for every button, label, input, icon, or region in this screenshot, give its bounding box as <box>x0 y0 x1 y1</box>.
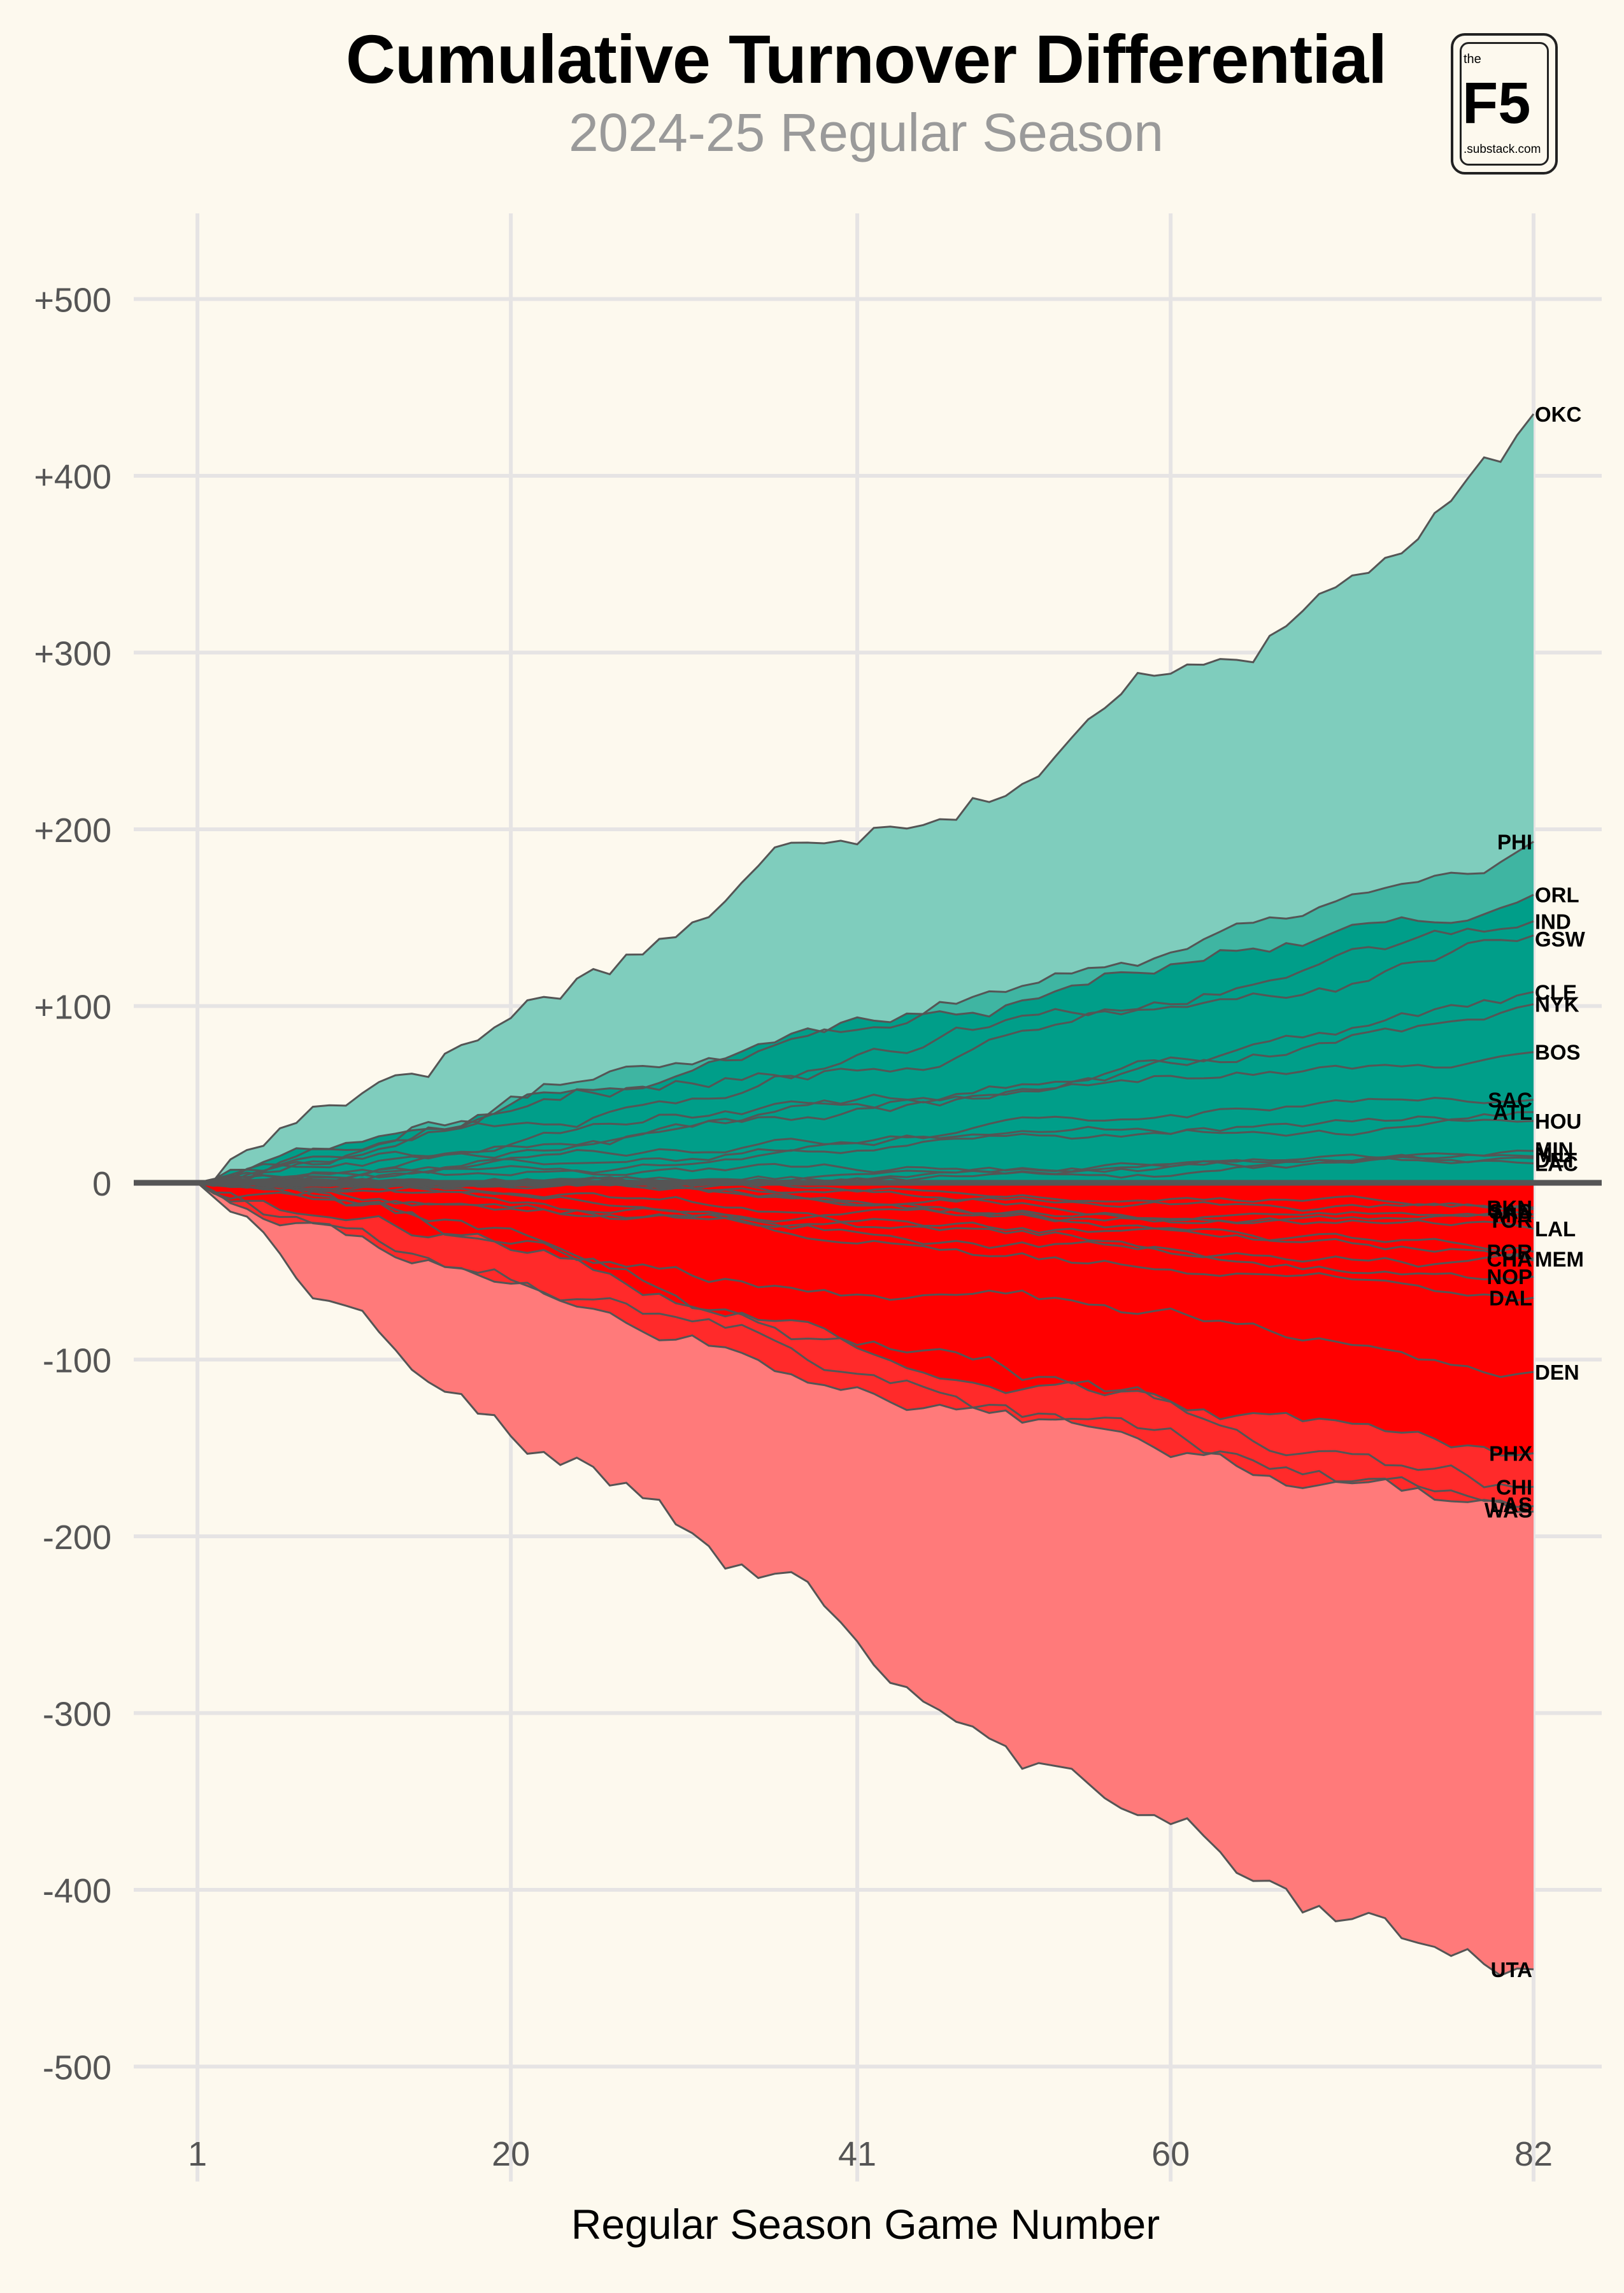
line-las <box>197 1182 1534 1508</box>
y-tick-label: +500 <box>34 282 111 320</box>
line-was <box>197 1182 1534 1513</box>
x-tick-label: 41 <box>838 2135 876 2173</box>
line-atl <box>197 1111 1534 1184</box>
area-bkn <box>197 1183 1534 1210</box>
x-tick-label: 20 <box>492 2135 530 2173</box>
team-label-det: DET <box>1535 1148 1577 1172</box>
team-label-las: LAS <box>1490 1493 1532 1517</box>
line-mia <box>197 1178 1534 1225</box>
line-orl <box>197 894 1534 1184</box>
team-label-hou: HOU <box>1535 1110 1581 1133</box>
line-cle <box>197 990 1534 1184</box>
y-tick-label: -200 <box>43 1518 111 1557</box>
y-tick-label: -300 <box>43 1696 111 1734</box>
team-label-sac: SAC <box>1488 1089 1532 1112</box>
team-label-min: MIN <box>1535 1138 1574 1161</box>
team-label-ind: IND <box>1535 910 1571 933</box>
line-phi <box>197 841 1534 1184</box>
line-nop <box>197 1180 1534 1282</box>
y-tick-label: +100 <box>34 989 111 1027</box>
y-tick-label: -100 <box>43 1342 111 1380</box>
team-label-mem: MEM <box>1535 1247 1584 1271</box>
y-tick-label: -400 <box>43 1872 111 1910</box>
line-uta <box>197 1182 1534 1977</box>
x-tick-label: 1 <box>188 2135 207 2173</box>
team-label-dal: DAL <box>1489 1286 1532 1310</box>
line-cha <box>197 1180 1534 1260</box>
line-chi <box>197 1182 1534 1489</box>
team-label-nyk: NYK <box>1535 993 1579 1017</box>
team-label-phx: PHX <box>1489 1442 1532 1466</box>
team-label-nop: NOP <box>1486 1265 1532 1289</box>
team-label-gsw: GSW <box>1535 927 1586 951</box>
line-bos <box>197 1051 1534 1184</box>
team-label-was: WAS <box>1485 1498 1532 1522</box>
team-label-den: DEN <box>1535 1361 1579 1384</box>
logo-frame <box>1460 42 1549 166</box>
y-tick-label: +400 <box>34 458 111 496</box>
team-label-lac: LAC <box>1535 1152 1578 1175</box>
team-label-sas: SAS <box>1489 1199 1532 1223</box>
team-label-atl: ATL <box>1493 1101 1532 1124</box>
line-dal <box>197 1180 1534 1302</box>
team-label-lal: LAL <box>1535 1217 1576 1241</box>
team-label-mia: MIA <box>1494 1203 1533 1227</box>
line-mem <box>197 1180 1534 1268</box>
logo-main-text: F5 <box>1462 71 1531 136</box>
team-label-phi: PHI <box>1497 830 1532 854</box>
line-lal <box>197 1176 1534 1230</box>
x-axis-title: Regular Season Game Number <box>571 2201 1160 2248</box>
f5-logo: the F5 .substack.com <box>1451 33 1558 175</box>
line-gsw <box>197 934 1534 1184</box>
line-ind <box>197 920 1534 1184</box>
line-phx <box>197 1182 1534 1457</box>
team-label-tor: TOR <box>1488 1208 1532 1232</box>
y-tick-label: 0 <box>92 1165 111 1203</box>
line-nyk <box>197 1003 1534 1184</box>
x-tick-label: 82 <box>1514 2135 1553 2173</box>
x-tick-label: 60 <box>1151 2135 1190 2173</box>
y-tick-label: -500 <box>43 2049 111 2087</box>
team-label-uta: UTA <box>1491 1958 1532 1982</box>
team-areas <box>197 413 1534 1976</box>
logo-top-text: the <box>1464 52 1481 66</box>
team-label-por: POR <box>1486 1240 1532 1264</box>
y-tick-label: +300 <box>34 635 111 673</box>
chart-title: Cumulative Turnover Differential <box>345 20 1387 97</box>
chart-subtitle: 2024-25 Regular Season <box>568 103 1164 162</box>
team-label-mil: MIL <box>1535 1143 1571 1167</box>
logo-bottom-text: .substack.com <box>1464 143 1541 156</box>
team-label-bkn: BKN <box>1487 1196 1533 1220</box>
team-label-orl: ORL <box>1535 883 1579 907</box>
team-label-bos: BOS <box>1535 1041 1581 1064</box>
y-tick-label: +200 <box>34 811 111 850</box>
team-label-cle: CLE <box>1535 980 1577 1004</box>
team-label-okc: OKC <box>1535 403 1581 426</box>
line-okc <box>197 413 1535 1184</box>
team-label-chi: CHI <box>1496 1475 1532 1499</box>
axis-labels: +500 +400 +300 +200 +100 0 -100 -200 -300 -400 -50… <box>34 282 1553 2248</box>
team-label-cha: CHA <box>1487 1247 1533 1271</box>
